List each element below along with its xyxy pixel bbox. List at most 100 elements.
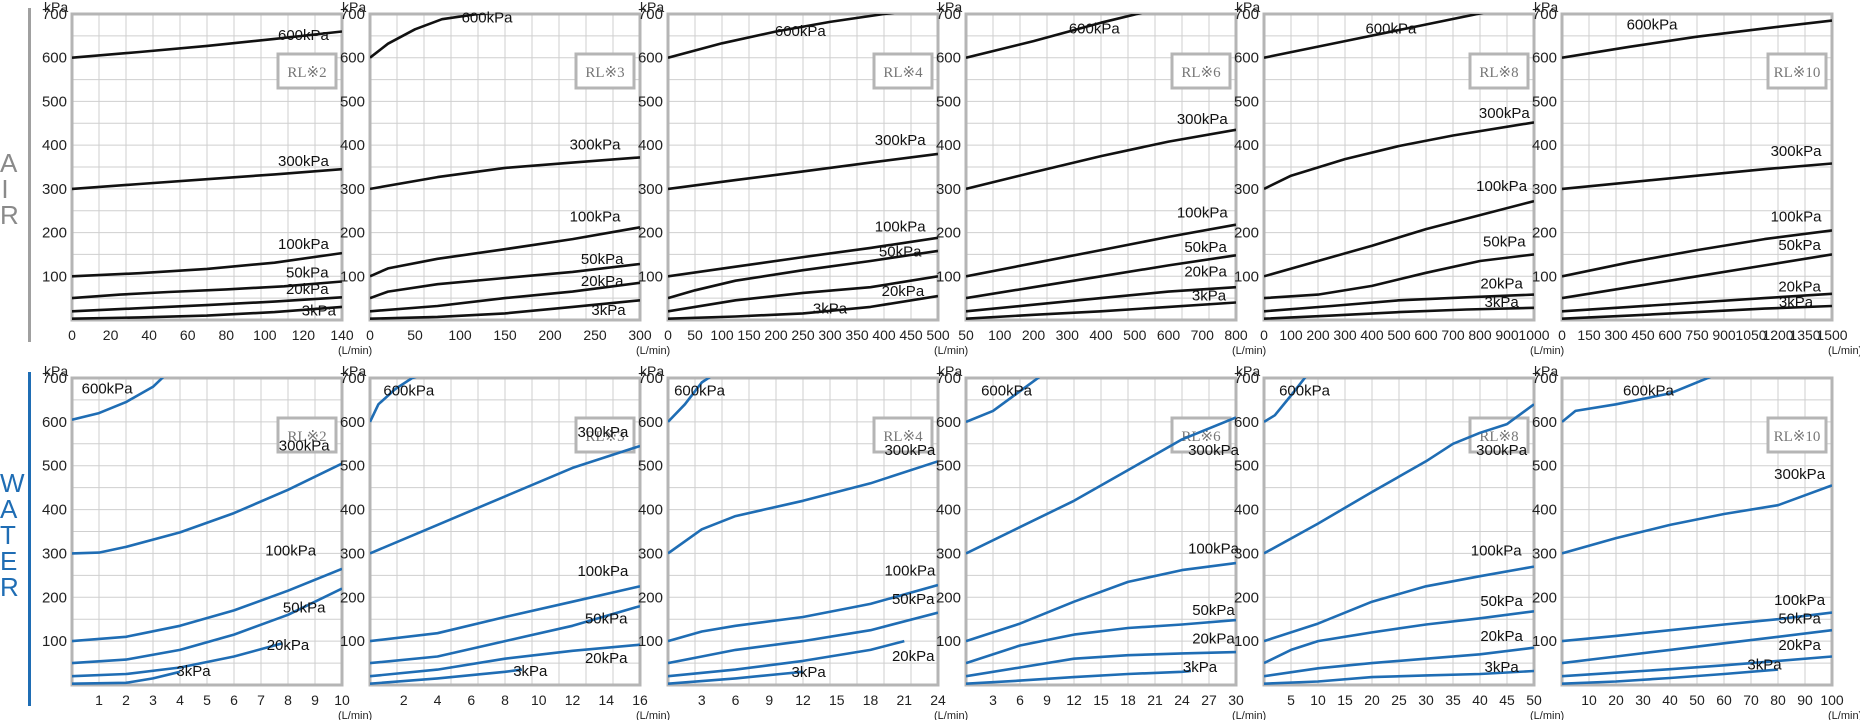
y-tick-label: 300 <box>1532 545 1557 562</box>
y-tick-label: 100 <box>638 268 663 285</box>
series-line <box>370 156 640 191</box>
y-tick-label: 600 <box>1532 50 1557 67</box>
series-line <box>72 462 342 555</box>
series-line <box>1264 199 1534 278</box>
series-label: 3kPa <box>1484 294 1519 311</box>
series-line <box>370 604 640 665</box>
y-tick-label: 500 <box>42 93 67 110</box>
series-line <box>1562 162 1832 191</box>
x-tick-label: 70 <box>1743 692 1759 708</box>
series-label: 20kPa <box>1184 263 1227 280</box>
series-label: 20kPa <box>267 637 310 654</box>
x-tick-label: 400 <box>1360 327 1384 343</box>
model-box <box>1468 416 1530 454</box>
water-section-bar <box>28 372 31 706</box>
x-tick-label: 10 <box>334 692 350 708</box>
y-tick-label: 500 <box>1532 458 1557 475</box>
series-line <box>72 296 342 313</box>
x-tick-label: 30 <box>1635 692 1651 708</box>
series-label: 600kPa <box>1365 21 1417 38</box>
series-line <box>1562 19 1832 59</box>
series-label: 100kPa <box>1476 178 1528 195</box>
series-label: 100kPa <box>265 543 317 560</box>
x-axis-unit: (L/min) <box>1232 345 1266 357</box>
y-tick-label: 600 <box>1532 414 1557 431</box>
x-axis-unit: (L/min) <box>934 345 968 357</box>
model-title: RL※8 <box>1479 429 1518 445</box>
series-line <box>370 281 640 313</box>
model-box <box>872 52 934 90</box>
plot-frame <box>1560 12 1834 322</box>
x-tick-label: 40 <box>1662 692 1678 708</box>
y-tick-label: 600 <box>638 50 663 67</box>
x-tick-label: 6 <box>1016 692 1024 708</box>
series-line <box>1562 378 1712 423</box>
y-tick-label: 400 <box>638 137 663 154</box>
y-tick-label: 100 <box>1234 633 1259 650</box>
model-title: RL※4 <box>883 65 923 81</box>
x-tick-label: 200 <box>538 327 562 343</box>
series-label: 50kPa <box>892 591 935 608</box>
series-label: 3kPa <box>813 300 848 317</box>
series-label: 50kPa <box>1480 593 1523 610</box>
y-tick-label: 200 <box>936 225 961 242</box>
series-line <box>668 14 895 59</box>
x-tick-label: 18 <box>863 692 879 708</box>
plot-frame <box>1560 376 1834 687</box>
y-tick-label: 500 <box>1532 93 1557 110</box>
x-tick-label: 20 <box>1364 692 1380 708</box>
x-tick-label: 35 <box>1445 692 1461 708</box>
series-line <box>72 378 165 421</box>
series-label: 300kPa <box>577 424 629 441</box>
x-axis-unit: (L/min) <box>636 345 670 357</box>
x-tick-label: 200 <box>1306 327 1330 343</box>
y-tick-label: 500 <box>936 93 961 110</box>
y-tick-label: 400 <box>936 137 961 154</box>
y-tick-label: 700 <box>638 370 663 387</box>
plot-frame <box>368 12 642 322</box>
y-axis-unit: kPa <box>640 0 664 15</box>
x-tick-label: 50 <box>1526 692 1542 708</box>
x-tick-label: 500 <box>1387 327 1411 343</box>
x-tick-label: 350 <box>845 327 869 343</box>
series-label: 300kPa <box>1479 105 1531 122</box>
y-tick-label: 600 <box>340 50 365 67</box>
y-tick-label: 300 <box>638 181 663 198</box>
y-axis-unit: kPa <box>938 363 962 379</box>
y-tick-label: 400 <box>340 502 365 519</box>
section-label-letter: R <box>0 572 33 602</box>
series-label: 20kPa <box>892 648 935 665</box>
x-tick-label: 900 <box>1495 327 1519 343</box>
y-tick-label: 400 <box>42 502 67 519</box>
x-tick-label: 20 <box>1608 692 1624 708</box>
x-tick-label: 25 <box>1391 692 1407 708</box>
x-tick-label: 80 <box>1770 692 1786 708</box>
series-label: 600kPa <box>462 10 514 27</box>
series-label: 600kPa <box>775 23 827 40</box>
series-line <box>72 670 181 685</box>
model-title: RL※6 <box>1181 429 1221 445</box>
series-line <box>668 670 804 685</box>
x-tick-label: 40 <box>1472 692 1488 708</box>
series-line <box>966 285 1236 313</box>
y-tick-label: 200 <box>1234 589 1259 606</box>
x-tick-label: 14 <box>598 692 614 708</box>
x-tick-label: 800 <box>1468 327 1492 343</box>
x-axis-unit: (L/min) <box>338 345 372 357</box>
series-label: 300kPa <box>278 153 330 170</box>
series-line <box>966 416 1236 555</box>
y-tick-label: 700 <box>936 370 961 387</box>
y-tick-label: 600 <box>1234 414 1259 431</box>
series-line <box>668 275 938 313</box>
x-tick-label: 500 <box>926 327 950 343</box>
series-label: 50kPa <box>1192 602 1235 619</box>
series-label: 300kPa <box>1476 442 1528 459</box>
series-line <box>1562 484 1832 555</box>
x-tick-label: 200 <box>764 327 788 343</box>
x-tick-label: 800 <box>1224 327 1248 343</box>
series-label: 300kPa <box>1177 111 1229 128</box>
